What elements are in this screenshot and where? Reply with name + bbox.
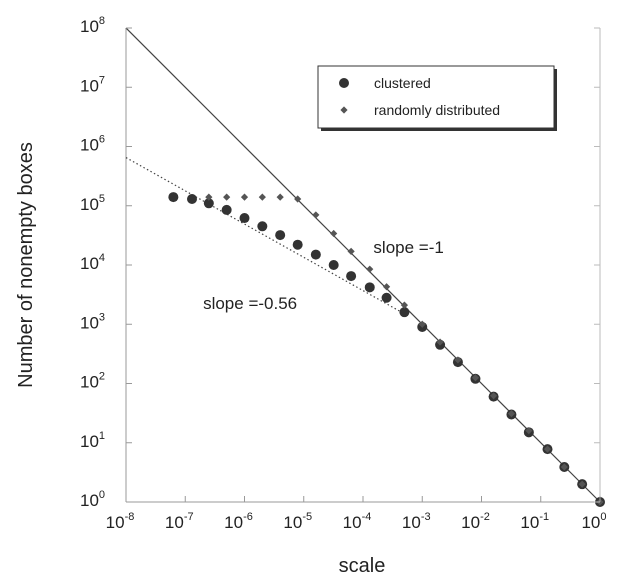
y-tick-label: 103 bbox=[80, 311, 105, 332]
data-point bbox=[560, 463, 568, 471]
y-tick-label: 108 bbox=[80, 15, 105, 36]
data-point bbox=[471, 374, 480, 382]
axis-ticks: 10-8 10-7 10-6 10-5 10-4 10-3 10-2 10-1 100 100 10… bbox=[80, 15, 607, 532]
data-point bbox=[187, 193, 198, 204]
data-point bbox=[275, 230, 286, 241]
data-point bbox=[294, 195, 302, 203]
data-point bbox=[454, 356, 462, 364]
legend-label: clustered bbox=[374, 75, 431, 91]
fit-line bbox=[125, 27, 601, 503]
data-point bbox=[205, 193, 213, 201]
legend: clustered randomly distributed bbox=[317, 65, 557, 131]
data-point bbox=[489, 392, 498, 400]
data-point bbox=[276, 193, 284, 201]
data-point bbox=[239, 213, 250, 224]
y-tick-label: 101 bbox=[80, 430, 105, 451]
data-point bbox=[168, 192, 179, 203]
data-point bbox=[366, 265, 374, 273]
data-point bbox=[203, 198, 214, 209]
x-tick-label: 10-5 bbox=[283, 511, 312, 532]
data-point bbox=[346, 271, 357, 282]
y-tick-label: 106 bbox=[80, 134, 105, 155]
data-point bbox=[221, 204, 232, 215]
data-point bbox=[400, 301, 409, 309]
fit-line bbox=[125, 157, 405, 315]
data-point bbox=[418, 320, 426, 328]
x-axis-title: scale bbox=[339, 555, 386, 577]
y-tick-label: 107 bbox=[80, 74, 105, 95]
data-point bbox=[240, 193, 249, 201]
legend-label: randomly distributed bbox=[374, 102, 500, 118]
x-tick-label: 10-7 bbox=[165, 511, 194, 532]
data-point bbox=[330, 229, 338, 238]
data-point bbox=[382, 283, 391, 291]
y-axis-title: Number of nonempty boxes bbox=[15, 142, 37, 388]
data-point bbox=[258, 193, 266, 201]
legend-marker-circle bbox=[339, 78, 349, 88]
data-point bbox=[543, 445, 552, 453]
x-tick-label: 10-2 bbox=[461, 511, 490, 532]
data-point bbox=[578, 480, 586, 488]
y-tick-label: 102 bbox=[80, 371, 105, 392]
y-tick-label: 104 bbox=[80, 252, 105, 273]
slope-annotation: slope =-0.56 bbox=[203, 294, 297, 313]
data-point bbox=[292, 239, 303, 250]
series-random bbox=[205, 193, 604, 506]
data-point bbox=[257, 221, 268, 232]
data-point bbox=[328, 260, 339, 270]
y-tick-label: 105 bbox=[80, 193, 105, 214]
data-point bbox=[507, 410, 516, 418]
data-point bbox=[399, 307, 410, 318]
data-point bbox=[525, 427, 533, 435]
x-tick-label: 10-4 bbox=[343, 511, 372, 532]
legend-marker-diamond bbox=[340, 106, 348, 114]
x-tick-label: 10-6 bbox=[224, 511, 253, 532]
data-point bbox=[364, 282, 375, 293]
data-point bbox=[312, 211, 320, 219]
slope-annotation: slope =-1 bbox=[373, 238, 443, 257]
x-tick-label: 10-3 bbox=[402, 511, 431, 532]
series-markers bbox=[168, 192, 605, 507]
x-tick-label: 10-8 bbox=[106, 511, 135, 532]
data-point bbox=[223, 193, 231, 201]
legend-box bbox=[317, 65, 555, 129]
data-point bbox=[310, 249, 321, 260]
x-tick-label: 100 bbox=[581, 511, 606, 532]
data-point bbox=[347, 247, 355, 255]
fit-lines bbox=[125, 27, 601, 503]
data-point bbox=[381, 292, 392, 303]
x-tick-label: 10-1 bbox=[520, 511, 549, 532]
data-point bbox=[436, 338, 444, 346]
annotations: slope =-1 slope =-0.56 bbox=[203, 238, 444, 313]
y-tick-label: 100 bbox=[80, 489, 105, 510]
